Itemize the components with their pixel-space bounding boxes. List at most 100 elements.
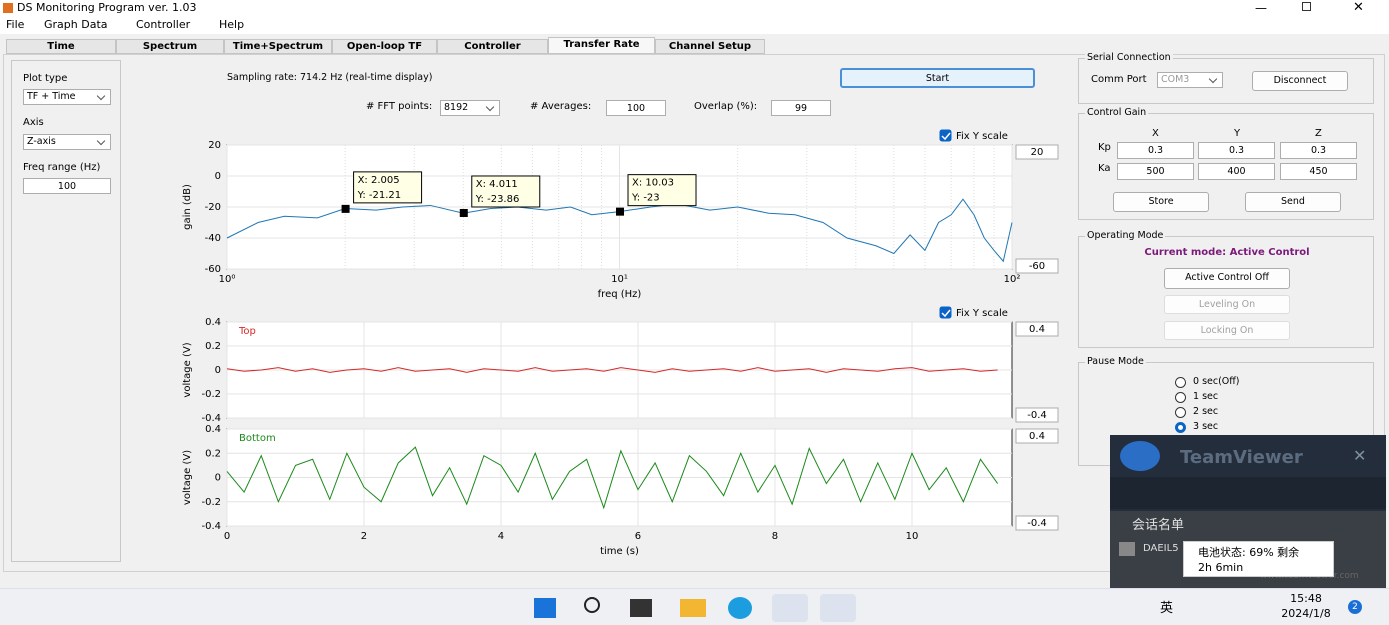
minimize[interactable]: — (1255, 1, 1267, 15)
data-line (226, 198, 1013, 263)
close[interactable]: ✕ (1353, 0, 1364, 15)
task-view-icon[interactable] (630, 599, 652, 617)
tab[interactable]: Channel Setup (655, 39, 765, 54)
button[interactable]: Active Control Off (1164, 268, 1290, 289)
tab[interactable]: Open-loop TF (332, 39, 437, 54)
menu-item[interactable]: Controller (136, 18, 191, 31)
datatip-x: X: 10.03 (632, 178, 674, 189)
y-tick-label: 0.2 (205, 448, 221, 459)
explorer-icon[interactable] (680, 599, 706, 617)
mode-panel: Operating Mode Current mode: Active Cont… (1078, 230, 1374, 348)
y-min-input[interactable] (1015, 515, 1059, 531)
label: Overlap (%): (694, 101, 758, 112)
input[interactable]: 500 (1117, 163, 1194, 180)
radio-button[interactable] (1175, 377, 1186, 388)
button[interactable]: Locking On (1164, 321, 1290, 340)
y-max-value: 0.4 (1029, 431, 1045, 442)
y-tick-label: 0 (215, 473, 221, 484)
y-tick-label: 0.4 (205, 424, 221, 435)
input[interactable]: 400 (1198, 163, 1275, 180)
gain-panel: Control Gain X Y Z Kp 0.3 0.3 0.3 Ka 500… (1078, 107, 1374, 220)
column-header: X (1152, 128, 1159, 139)
panel-title: Operating Mode (1085, 230, 1166, 241)
input[interactable]: 0.3 (1198, 142, 1275, 159)
datatip-x: X: 4.011 (476, 179, 518, 190)
clock-date[interactable]: 2024/1/8 (1281, 607, 1331, 620)
radio-label: 2 sec (1193, 406, 1219, 417)
tooltip-line: 2h 6min (1198, 561, 1244, 574)
close[interactable]: ✕ (1353, 446, 1367, 465)
y-min-input[interactable] (1015, 407, 1059, 423)
tab[interactable]: Transfer Rate (548, 37, 655, 54)
input[interactable]: 100 (23, 178, 111, 194)
session-list: 会话名单 (1132, 518, 1185, 533)
data-line (226, 446, 999, 510)
menu-bar: File Graph Data Controller Help (0, 16, 1389, 34)
input[interactable]: 450 (1280, 163, 1357, 180)
y-axis-label: voltage (V) (182, 342, 193, 397)
datatip-marker (459, 208, 468, 217)
tab[interactable]: Controller (437, 39, 548, 54)
clock-time[interactable]: 15:48 (1290, 592, 1322, 605)
store-button[interactable]: Store (1113, 192, 1209, 212)
start-icon[interactable] (534, 598, 556, 618)
y-tick-label: -0.4 (201, 413, 221, 424)
send-button[interactable]: Send (1245, 192, 1341, 212)
tab[interactable]: Spectrum (116, 39, 224, 54)
x-tick-label: 10¹ (611, 274, 628, 285)
app-icon (3, 3, 13, 13)
y-max-input[interactable] (1015, 321, 1059, 337)
ime[interactable]: 英 (1160, 601, 1174, 616)
x-tick-label: 10² (1004, 274, 1021, 285)
radio-button[interactable] (1175, 392, 1186, 403)
y-max-input[interactable] (1015, 144, 1059, 160)
dropdown[interactable]: 8192 (440, 100, 500, 116)
checkbox[interactable] (939, 306, 952, 319)
label: Axis (23, 117, 44, 128)
radio-button[interactable] (1175, 407, 1186, 418)
y-max-input[interactable] (1015, 428, 1059, 444)
maximize[interactable] (1302, 2, 1311, 11)
datatip-y: Y: -21.21 (357, 190, 402, 201)
series-label: Top (238, 326, 256, 337)
input[interactable]: 0.3 (1280, 142, 1357, 159)
y-max-value: 0.4 (1029, 324, 1045, 335)
y-tick-label: -0.4 (201, 521, 221, 532)
datatip-marker (616, 207, 625, 216)
edge-icon[interactable] (728, 597, 752, 619)
search-icon[interactable] (584, 597, 600, 613)
datatip-x: X: 2.005 (358, 175, 400, 186)
x-tick-label: 10 (906, 531, 919, 542)
row-label: Kp (1098, 142, 1111, 153)
datatip-y: Y: -23.86 (475, 194, 520, 205)
avatar (1119, 542, 1135, 556)
dropdown[interactable]: TF + Time (23, 89, 111, 105)
teamviewer-icon[interactable] (772, 594, 808, 622)
y-tick-label: 20 (208, 140, 221, 151)
input[interactable]: 100 (606, 100, 666, 116)
tab[interactable]: Time (6, 39, 116, 54)
dropdown[interactable]: Z-axis (23, 134, 111, 150)
datatip-box (627, 174, 697, 207)
y-tick-label: -0.2 (201, 497, 221, 508)
menu-item[interactable]: Help (219, 18, 245, 31)
tab[interactable]: Time+Spectrum (224, 39, 332, 54)
radio-label: 0 sec(Off) (1193, 376, 1240, 387)
radio-label: 3 sec (1193, 421, 1219, 432)
menu-item[interactable]: Graph Data (44, 18, 108, 31)
y-axis-label: gain (dB) (182, 184, 193, 230)
y-min-input[interactable] (1015, 258, 1059, 274)
matlab-icon[interactable] (820, 594, 856, 622)
button[interactable]: Disconnect (1252, 71, 1348, 91)
label: Freq range (Hz) (23, 162, 101, 173)
button[interactable]: Leveling On (1164, 295, 1290, 314)
dropdown[interactable]: COM3 (1157, 72, 1223, 88)
menu-item[interactable]: File (6, 18, 25, 31)
radio-button[interactable] (1175, 422, 1186, 433)
input[interactable]: 0.3 (1117, 142, 1194, 159)
data-line (226, 367, 998, 373)
checkbox[interactable] (939, 129, 952, 142)
notification-badge[interactable]: 2 (1348, 600, 1362, 614)
input[interactable]: 99 (771, 100, 831, 116)
start-button[interactable]: Start (840, 68, 1035, 88)
